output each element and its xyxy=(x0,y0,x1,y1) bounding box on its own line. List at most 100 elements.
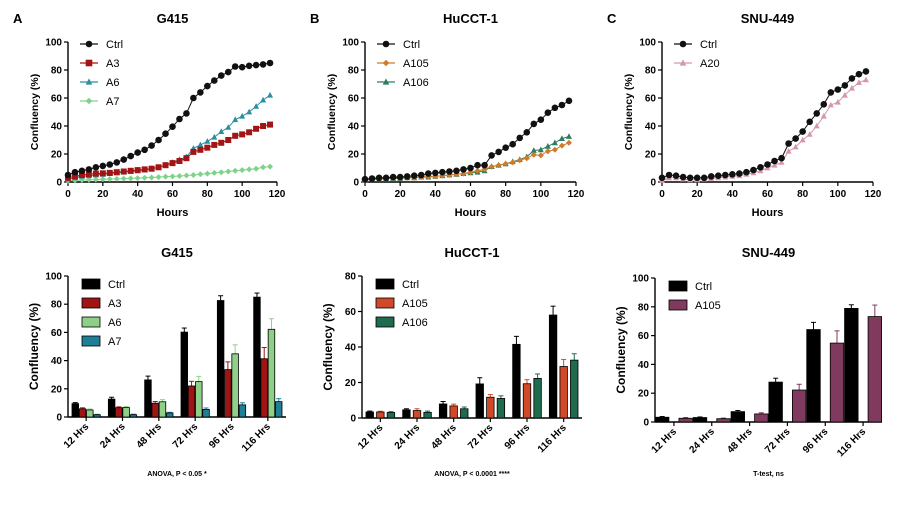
data-point xyxy=(537,152,544,159)
y-tick-label: 0 xyxy=(643,418,649,429)
data-point xyxy=(453,167,460,175)
data-point xyxy=(260,123,267,129)
bar xyxy=(716,418,731,423)
y-tick-label: 20 xyxy=(645,150,657,161)
x-tick-label: 48 Hrs xyxy=(429,422,459,452)
data-point xyxy=(176,172,183,179)
legend-swatch xyxy=(81,278,101,290)
data-point xyxy=(155,164,162,171)
data-point xyxy=(530,147,537,153)
data-point xyxy=(841,91,848,98)
series-line xyxy=(67,62,271,176)
bar xyxy=(86,409,94,418)
legend-label: A20 xyxy=(700,58,720,70)
data-point xyxy=(183,110,190,117)
data-point xyxy=(382,174,390,182)
bar xyxy=(475,383,484,419)
legend-marker xyxy=(85,97,93,105)
statistics-note: ANOVA, P < 0.0001 **** xyxy=(434,471,510,478)
data-point xyxy=(813,122,820,129)
data-point xyxy=(523,129,531,136)
x-tick-label: 96 Hrs xyxy=(801,426,831,456)
bar xyxy=(570,359,579,419)
panel-label: B xyxy=(310,11,319,26)
data-point xyxy=(425,170,432,177)
data-point xyxy=(148,142,155,149)
bar xyxy=(792,389,807,423)
bar xyxy=(216,300,225,418)
bar xyxy=(260,358,268,418)
bar xyxy=(71,403,79,418)
legend-marker xyxy=(85,78,93,85)
y-tick-label: 100 xyxy=(639,38,656,49)
x-tick-label: 116 Hrs xyxy=(240,421,273,454)
data-point xyxy=(204,144,211,151)
data-point xyxy=(389,173,397,181)
x-tick-label: 72 Hrs xyxy=(466,422,496,452)
data-point xyxy=(537,146,544,153)
data-point xyxy=(495,148,502,156)
data-point xyxy=(218,139,225,146)
data-point xyxy=(855,79,862,85)
bar xyxy=(438,403,448,419)
x-tick-label: 96 Hrs xyxy=(503,422,533,452)
data-point xyxy=(834,98,841,105)
bar xyxy=(253,296,261,418)
legend-label: A3 xyxy=(106,58,119,70)
data-point xyxy=(672,172,680,179)
y-tick-label: 80 xyxy=(638,302,650,313)
data-point xyxy=(253,125,260,132)
bar xyxy=(496,398,506,419)
data-point xyxy=(204,170,211,177)
x-tick-label: 24 Hrs xyxy=(393,422,423,452)
data-point xyxy=(714,172,722,179)
data-point xyxy=(176,115,183,123)
legend-label: A7 xyxy=(106,96,119,108)
data-point xyxy=(792,135,799,142)
legend-label: A106 xyxy=(402,317,428,329)
data-point xyxy=(225,137,232,143)
data-point xyxy=(792,143,799,150)
data-point xyxy=(211,133,218,140)
x-tick-label: 40 xyxy=(430,189,442,200)
data-point xyxy=(827,101,834,108)
bar xyxy=(275,401,283,418)
legend-marker xyxy=(382,59,390,67)
legend-label: A105 xyxy=(402,298,428,310)
data-point xyxy=(113,159,121,166)
data-point xyxy=(183,172,190,179)
legend-label: Ctrl xyxy=(402,279,419,291)
x-tick-label: 60 xyxy=(167,189,179,200)
bar xyxy=(129,414,138,418)
legend-swatch xyxy=(81,335,101,347)
legend-label: Ctrl xyxy=(106,39,123,51)
y-tick-label: 20 xyxy=(345,378,357,389)
data-point xyxy=(134,149,141,156)
data-point xyxy=(516,157,523,164)
bar xyxy=(678,417,693,423)
data-point xyxy=(778,159,785,165)
bar xyxy=(195,381,203,418)
x-tick-label: 116 Hrs xyxy=(536,422,569,455)
bar xyxy=(187,385,196,418)
data-point xyxy=(225,124,232,130)
x-axis-label: Hours xyxy=(455,207,487,219)
legend-label: A7 xyxy=(108,336,121,348)
data-point xyxy=(729,171,736,178)
data-point xyxy=(141,146,148,154)
bar xyxy=(522,383,532,419)
data-point xyxy=(127,175,134,182)
bar xyxy=(267,328,276,418)
data-point xyxy=(120,175,127,182)
data-point xyxy=(113,175,120,182)
data-point xyxy=(92,176,99,183)
y-tick-label: 80 xyxy=(348,66,360,77)
data-point xyxy=(778,154,785,162)
bar xyxy=(548,314,558,419)
x-axis-label: Hours xyxy=(157,207,189,219)
data-point xyxy=(169,173,176,180)
data-point xyxy=(99,162,107,170)
x-tick-label: 24 Hrs xyxy=(98,421,128,451)
y-axis-label: Confluency (%) xyxy=(326,74,338,150)
